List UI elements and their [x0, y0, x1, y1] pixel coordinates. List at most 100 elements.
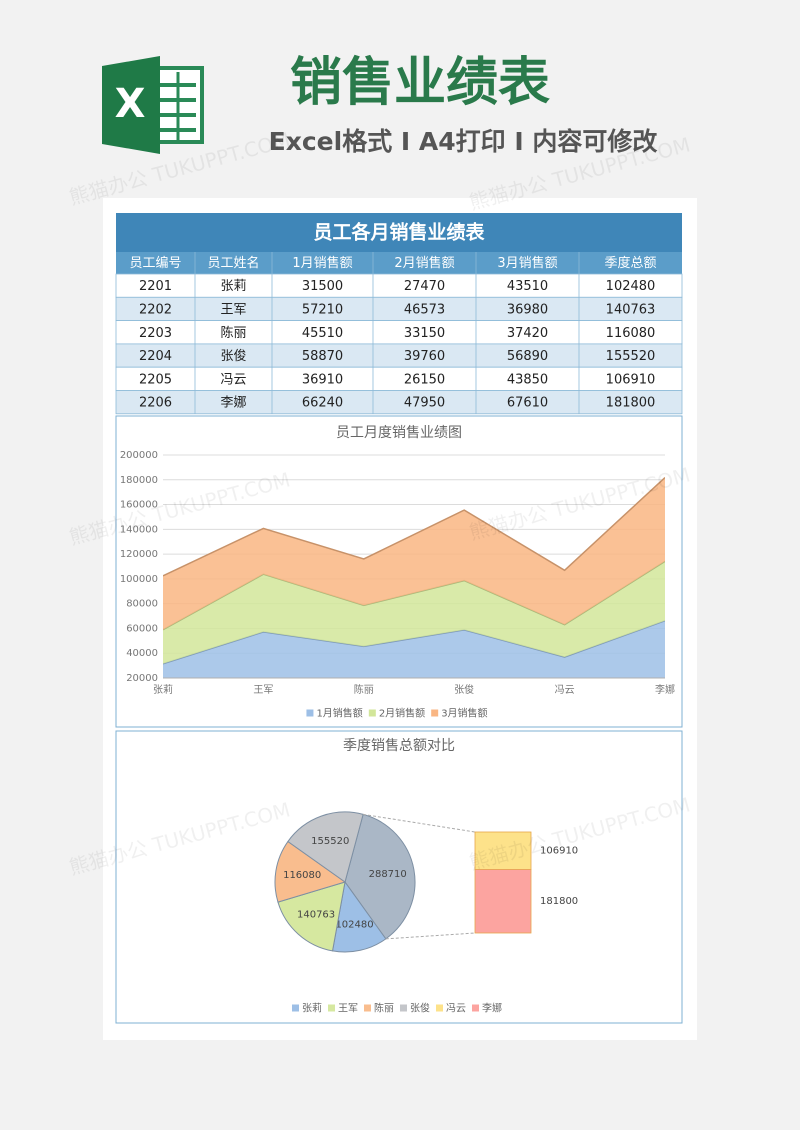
x-tick-label: 李娜	[655, 683, 675, 696]
plot-area	[163, 476, 665, 678]
table-cell: 57210	[302, 302, 343, 317]
y-tick-label: 80000	[126, 599, 158, 610]
table-title-bar	[116, 213, 682, 252]
table-cell: 39760	[404, 349, 445, 364]
table-row	[115, 390, 683, 415]
table-row	[115, 320, 683, 345]
bar-segment	[474, 869, 532, 934]
table-cell: 116080	[606, 326, 656, 341]
legend-label: 陈丽	[374, 1002, 394, 1015]
x-tick-label: 张莉	[153, 684, 173, 696]
page-title: 销售业绩表	[290, 53, 550, 113]
pie-slice	[274, 840, 347, 903]
page-subtitle: Excel格式 I A4打印 I 内容可修改	[269, 127, 658, 156]
table-cell: 56890	[507, 349, 548, 364]
table-row	[115, 296, 683, 321]
table-cell: 27470	[404, 279, 445, 294]
y-tick-label: 20000	[126, 673, 158, 684]
legend-label: 张莉	[302, 1003, 322, 1015]
column-header: 2月销售额	[394, 255, 454, 271]
y-tick-label: 160000	[120, 500, 158, 511]
y-tick-label: 60000	[126, 623, 158, 634]
legend-label: 李娜	[482, 1002, 502, 1015]
legend: 1月销售额 2月销售额 3月销售额	[306, 707, 488, 720]
table-cell: 102480	[606, 279, 656, 294]
chart-title: 季度销售总额对比	[343, 738, 455, 754]
bar-label: 181800	[540, 896, 578, 907]
table-cell: 43850	[507, 372, 548, 387]
table-cell: 王军	[220, 302, 246, 317]
bar-segment	[474, 831, 532, 870]
connector	[363, 813, 476, 833]
table-cell: 43510	[507, 279, 548, 294]
y-tick-label: 40000	[126, 648, 158, 659]
area-fill	[163, 561, 665, 664]
slice-label: 102480	[335, 919, 373, 930]
table-cell: 2201	[139, 279, 172, 294]
legend-swatch	[364, 1004, 371, 1012]
legend-swatch	[306, 709, 314, 717]
table-cell: 2202	[139, 302, 172, 317]
table-cell: 2203	[139, 326, 172, 341]
table-cell: 45510	[302, 326, 343, 341]
x-tick-label: 王军	[253, 684, 273, 696]
pie-slice	[331, 880, 387, 953]
pie-slice	[287, 811, 364, 883]
legend-swatch	[431, 709, 439, 717]
table-cell: 2204	[139, 349, 172, 364]
slice-label: 140763	[297, 909, 335, 920]
column-header: 3月销售额	[497, 255, 557, 271]
table-cell: 31500	[302, 279, 343, 294]
table-cell: 36910	[302, 372, 343, 387]
table-cell: 58870	[302, 349, 343, 364]
table-cell: 47950	[404, 396, 445, 411]
table-cell: 37420	[507, 326, 548, 341]
legend-label: 2月销售额	[379, 707, 425, 720]
y-tick-label: 100000	[120, 574, 158, 585]
legend: 张莉 王军 陈丽 张俊 冯云 李娜	[292, 1002, 502, 1015]
table-cell: 181800	[606, 396, 656, 411]
area-edge	[163, 476, 665, 577]
table-cell: 106910	[606, 372, 656, 387]
pie-slice	[277, 881, 346, 952]
table-cell: 46573	[404, 302, 445, 317]
legend-swatch	[292, 1004, 299, 1012]
table-cell: 2205	[139, 372, 172, 387]
table-cell: 张莉	[220, 279, 246, 294]
pie-slice	[344, 813, 416, 940]
x-tick-label: 陈丽	[354, 683, 374, 696]
y-tick-label: 120000	[120, 549, 158, 560]
area-fill	[163, 477, 665, 630]
legend-label: 张俊	[410, 1002, 430, 1015]
y-tick-label: 180000	[120, 475, 158, 486]
slice-label: 116080	[283, 870, 321, 881]
table-cell: 66240	[302, 396, 343, 411]
table-row	[115, 366, 683, 391]
table-title: 员工各月销售业绩表	[313, 221, 485, 244]
table-cell: 2206	[139, 396, 172, 411]
table-cell: 张俊	[220, 349, 246, 364]
table-header-row	[116, 252, 682, 274]
table-cell: 140763	[606, 302, 656, 317]
legend-swatch	[368, 709, 376, 717]
chart-frame	[115, 415, 683, 728]
area-fill	[163, 620, 665, 678]
legend-label: 王军	[338, 1003, 358, 1015]
table-row	[115, 273, 683, 298]
table-row	[115, 343, 683, 368]
legend-label: 3月销售额	[441, 707, 487, 720]
legend-swatch	[436, 1004, 443, 1012]
legend-swatch	[400, 1004, 407, 1012]
icon-letter: X	[115, 81, 146, 127]
excel-icon: X	[102, 56, 204, 154]
legend-swatch	[472, 1004, 479, 1012]
y-tick-label: 200000	[120, 450, 158, 461]
x-tick-label: 冯云	[555, 684, 575, 696]
table-cell: 155520	[606, 349, 656, 364]
table-cell: 67610	[507, 396, 548, 411]
slice-label: 155520	[311, 836, 349, 847]
table-cell: 冯云	[220, 372, 246, 387]
table-cell: 26150	[404, 372, 445, 387]
slice-label: 288710	[369, 869, 407, 880]
